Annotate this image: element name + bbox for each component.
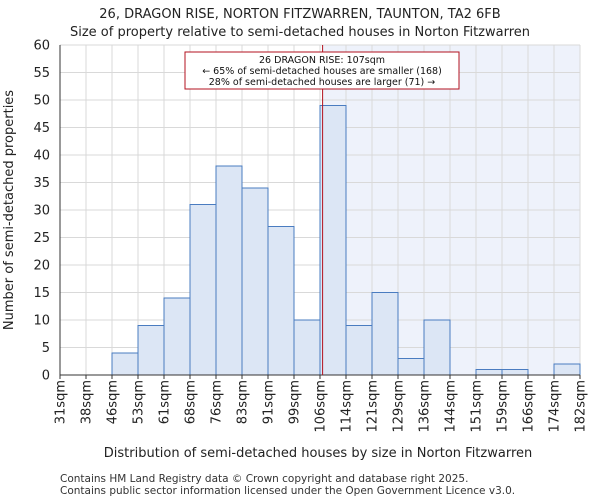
x-axis-label: Distribution of semi-detached houses by … (104, 446, 533, 461)
x-tick-label: 83sqm (236, 380, 251, 424)
x-tick-label: 106sqm (314, 380, 329, 433)
bar (553, 363, 581, 376)
x-tick-label: 121sqm (366, 380, 381, 433)
y-tick-label: 30 (33, 204, 50, 219)
x-tick-label: 174sqm (548, 380, 563, 433)
bar (319, 105, 347, 376)
y-tick-label: 40 (33, 149, 50, 164)
bar (189, 204, 217, 376)
bar (345, 325, 373, 376)
bar (371, 292, 399, 376)
bar (111, 352, 139, 376)
x-tick-label: 166sqm (522, 380, 537, 433)
y-tick-label: 50 (33, 94, 50, 109)
annotation-line-3: 28% of semi-detached houses are larger (… (209, 77, 436, 88)
y-tick-label: 55 (33, 66, 50, 81)
y-tick-label: 15 (33, 286, 50, 301)
chart-title-line1: 26, DRAGON RISE, NORTON FITZWARREN, TAUN… (99, 7, 500, 22)
y-tick-label: 0 (42, 369, 50, 384)
x-tick-label: 61sqm (158, 380, 173, 424)
bar (137, 325, 165, 376)
x-tick-label: 159sqm (496, 380, 511, 433)
bar (241, 187, 269, 376)
y-tick-label: 45 (33, 121, 50, 136)
x-tick-label: 136sqm (418, 380, 433, 433)
x-tick-label: 114sqm (340, 380, 355, 433)
y-tick-label: 5 (42, 341, 50, 356)
plot-area: 0 5 10 15 20 25 30 35 40 45 50 55 60 31sqm 38sqm 46sqm 5… (33, 39, 588, 433)
y-axis-label: Number of semi-detached properties (2, 90, 17, 330)
x-tick-label: 53sqm (132, 380, 147, 424)
x-tick-label: 31sqm (54, 380, 69, 424)
y-tick-label: 35 (33, 176, 50, 191)
bar (501, 369, 529, 376)
x-tick-label: 46sqm (106, 380, 121, 424)
y-tick-label: 20 (33, 259, 50, 274)
x-tick-label: 68sqm (184, 380, 199, 424)
x-tick-label: 144sqm (444, 380, 459, 433)
bar (423, 319, 451, 376)
x-tick-label: 38sqm (80, 380, 95, 424)
annotation-line-1: 26 DRAGON RISE: 107sqm (259, 55, 385, 66)
annotation-line-2: ← 65% of semi-detached houses are smalle… (202, 66, 442, 77)
bar (163, 297, 191, 376)
chart-title-line2: Size of property relative to semi-detach… (70, 25, 530, 40)
footer-line1: Contains HM Land Registry data © Crown c… (60, 473, 468, 485)
bar (475, 369, 503, 376)
x-tick-label: 99sqm (288, 380, 303, 424)
x-tick-label: 182sqm (574, 380, 589, 433)
x-tick-label: 91sqm (262, 380, 277, 424)
x-tick-label: 129sqm (392, 380, 407, 433)
bar (267, 226, 295, 376)
y-tick-label: 10 (33, 314, 50, 329)
y-tick-label: 25 (33, 231, 50, 246)
x-tick-label: 151sqm (470, 380, 485, 433)
bar (293, 319, 321, 376)
y-tick-label: 60 (33, 39, 50, 54)
footer-line2: Contains public sector information licen… (60, 485, 515, 497)
bar (397, 358, 425, 376)
bar (215, 165, 243, 376)
x-tick-label: 76sqm (210, 380, 225, 424)
annotation-box (184, 51, 460, 90)
